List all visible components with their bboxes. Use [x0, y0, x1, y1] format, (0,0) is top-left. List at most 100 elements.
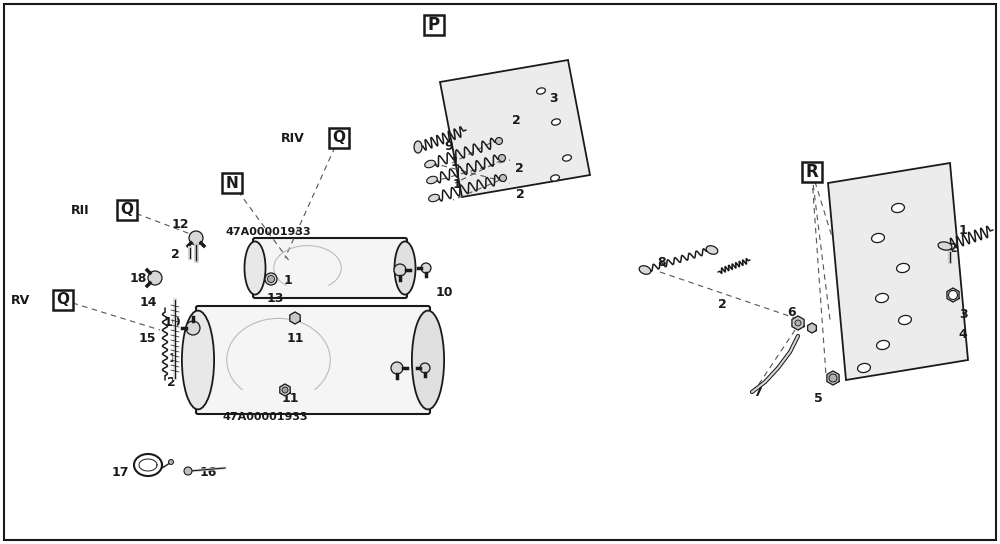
Text: 2: 2 [512, 114, 520, 127]
Text: 11: 11 [286, 331, 304, 344]
Text: 10: 10 [423, 386, 441, 399]
Text: P: P [428, 16, 440, 34]
Circle shape [148, 271, 162, 285]
Ellipse shape [897, 263, 909, 273]
Text: 10: 10 [435, 287, 453, 300]
Ellipse shape [537, 88, 545, 94]
Ellipse shape [892, 203, 904, 213]
Circle shape [391, 362, 403, 374]
Circle shape [394, 264, 406, 276]
Ellipse shape [394, 242, 416, 295]
Text: 47A00001933: 47A00001933 [225, 227, 311, 237]
Circle shape [500, 175, 507, 182]
Text: Q: Q [332, 131, 346, 145]
Text: RIV: RIV [281, 132, 305, 145]
Bar [802, 162, 822, 182]
Circle shape [420, 363, 430, 373]
Circle shape [421, 263, 431, 273]
Bar [117, 200, 137, 220]
FancyBboxPatch shape [253, 238, 407, 298]
Text: 7: 7 [754, 386, 762, 399]
Text: 9: 9 [445, 140, 453, 153]
Text: RV: RV [11, 294, 30, 306]
Text: 16: 16 [199, 467, 217, 479]
Text: 10: 10 [163, 316, 181, 329]
Ellipse shape [639, 265, 651, 274]
Ellipse shape [876, 293, 888, 302]
Polygon shape [440, 60, 590, 197]
Ellipse shape [425, 160, 435, 168]
Ellipse shape [938, 242, 952, 250]
Bar [424, 15, 444, 35]
Ellipse shape [551, 175, 559, 181]
Text: Q: Q [120, 202, 134, 218]
Circle shape [184, 467, 192, 475]
Ellipse shape [899, 316, 911, 325]
Ellipse shape [182, 311, 214, 410]
Polygon shape [290, 312, 300, 324]
Text: 6: 6 [788, 306, 796, 318]
Text: 1: 1 [959, 224, 967, 237]
Ellipse shape [877, 341, 889, 350]
Text: 1: 1 [169, 351, 177, 364]
Circle shape [265, 273, 277, 285]
Text: 1: 1 [284, 274, 292, 287]
Text: 4: 4 [959, 329, 967, 342]
Ellipse shape [429, 194, 439, 202]
Text: 5: 5 [814, 392, 822, 405]
Text: 8: 8 [658, 257, 666, 269]
Circle shape [168, 460, 174, 465]
Text: 12: 12 [171, 219, 189, 232]
Ellipse shape [872, 233, 884, 243]
Text: RII: RII [71, 203, 90, 217]
Text: 2: 2 [167, 375, 175, 388]
Text: 11: 11 [281, 392, 299, 405]
Polygon shape [808, 323, 816, 333]
Polygon shape [792, 316, 804, 330]
Ellipse shape [414, 141, 422, 153]
Text: 17: 17 [111, 466, 129, 479]
Circle shape [795, 320, 801, 326]
Circle shape [948, 290, 958, 300]
Ellipse shape [244, 242, 266, 295]
Polygon shape [827, 371, 839, 385]
Text: 3: 3 [959, 308, 967, 322]
Text: 47A00001933: 47A00001933 [222, 412, 308, 422]
Ellipse shape [552, 119, 560, 125]
Text: 15: 15 [138, 331, 156, 344]
Text: 3: 3 [550, 91, 558, 104]
Circle shape [829, 374, 837, 382]
Text: 1: 1 [451, 157, 459, 170]
Bar [329, 128, 349, 148]
Circle shape [186, 321, 200, 335]
Text: 2: 2 [515, 162, 523, 175]
Ellipse shape [412, 311, 444, 410]
Polygon shape [947, 288, 959, 302]
Circle shape [189, 231, 203, 245]
Circle shape [496, 138, 503, 145]
Ellipse shape [563, 155, 571, 161]
Polygon shape [280, 384, 290, 396]
Text: 2: 2 [171, 249, 179, 262]
Text: 2: 2 [949, 242, 957, 255]
Polygon shape [828, 163, 968, 380]
Text: N: N [226, 176, 238, 190]
Text: 2: 2 [718, 299, 726, 312]
Bar [53, 290, 73, 310]
Ellipse shape [427, 176, 437, 184]
Text: 10: 10 [396, 276, 414, 289]
Text: 2: 2 [516, 189, 524, 201]
Text: 18: 18 [129, 271, 147, 285]
Ellipse shape [858, 363, 870, 373]
Text: 13: 13 [266, 292, 284, 305]
Circle shape [498, 154, 506, 162]
Bar [222, 173, 242, 193]
Text: R: R [806, 163, 818, 181]
Ellipse shape [706, 246, 718, 254]
Text: 1: 1 [453, 178, 461, 191]
Circle shape [268, 275, 274, 282]
Text: Q: Q [56, 293, 70, 307]
Text: 14: 14 [139, 295, 157, 308]
FancyBboxPatch shape [196, 306, 430, 414]
Circle shape [282, 387, 288, 393]
